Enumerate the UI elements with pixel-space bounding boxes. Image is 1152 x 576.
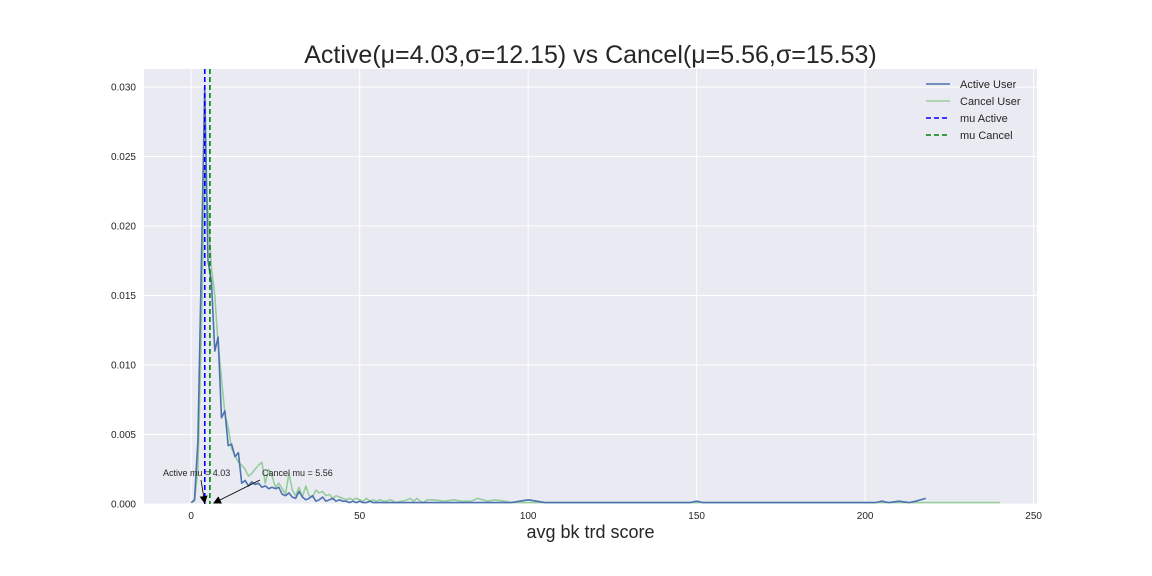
annotations: Active mu = 4.03 Cancel mu = 5.56 bbox=[163, 468, 333, 504]
x-axis-label: avg bk trd score bbox=[526, 522, 654, 542]
legend-label: Cancel User bbox=[960, 96, 1021, 108]
x-tick-label: 50 bbox=[354, 511, 366, 522]
y-tick-label: 0.010 bbox=[111, 361, 136, 372]
chart-title: Active(μ=4.03,σ=12.15) vs Cancel(μ=5.56,… bbox=[304, 41, 877, 69]
y-tick-label: 0.005 bbox=[111, 430, 136, 441]
y-tick-label: 0.030 bbox=[111, 83, 136, 94]
legend-label: mu Cancel bbox=[960, 130, 1013, 142]
legend: Active User Cancel User mu Active mu Cancel bbox=[926, 79, 1021, 142]
series-line-active-user bbox=[190, 86, 927, 504]
grid bbox=[144, 69, 1037, 505]
plot-area bbox=[144, 69, 1037, 504]
x-tick-label: 200 bbox=[857, 511, 874, 522]
tick-labels: 0 50 100 150 200 250 0.000 0.005 0.010 0.015 0.020… bbox=[111, 83, 1042, 522]
annotation-arrow bbox=[199, 479, 208, 504]
annotation-arrow bbox=[213, 479, 261, 504]
legend-label: mu Active bbox=[960, 113, 1008, 125]
legend-label: Active User bbox=[960, 79, 1017, 91]
x-tick-label: 0 bbox=[188, 511, 194, 522]
y-tick-label: 0.020 bbox=[111, 222, 136, 233]
x-tick-label: 250 bbox=[1025, 511, 1042, 522]
y-tick-label: 0.000 bbox=[111, 500, 136, 511]
mean-lines bbox=[203, 69, 211, 504]
x-tick-label: 150 bbox=[688, 511, 705, 522]
y-tick-label: 0.015 bbox=[111, 291, 136, 302]
y-tick-label: 0.025 bbox=[111, 152, 136, 163]
x-tick-label: 100 bbox=[520, 511, 537, 522]
annotation-label: Active mu = 4.03 bbox=[163, 468, 230, 478]
series-layer bbox=[190, 86, 1000, 504]
annotation-label: Cancel mu = 5.56 bbox=[262, 468, 333, 478]
